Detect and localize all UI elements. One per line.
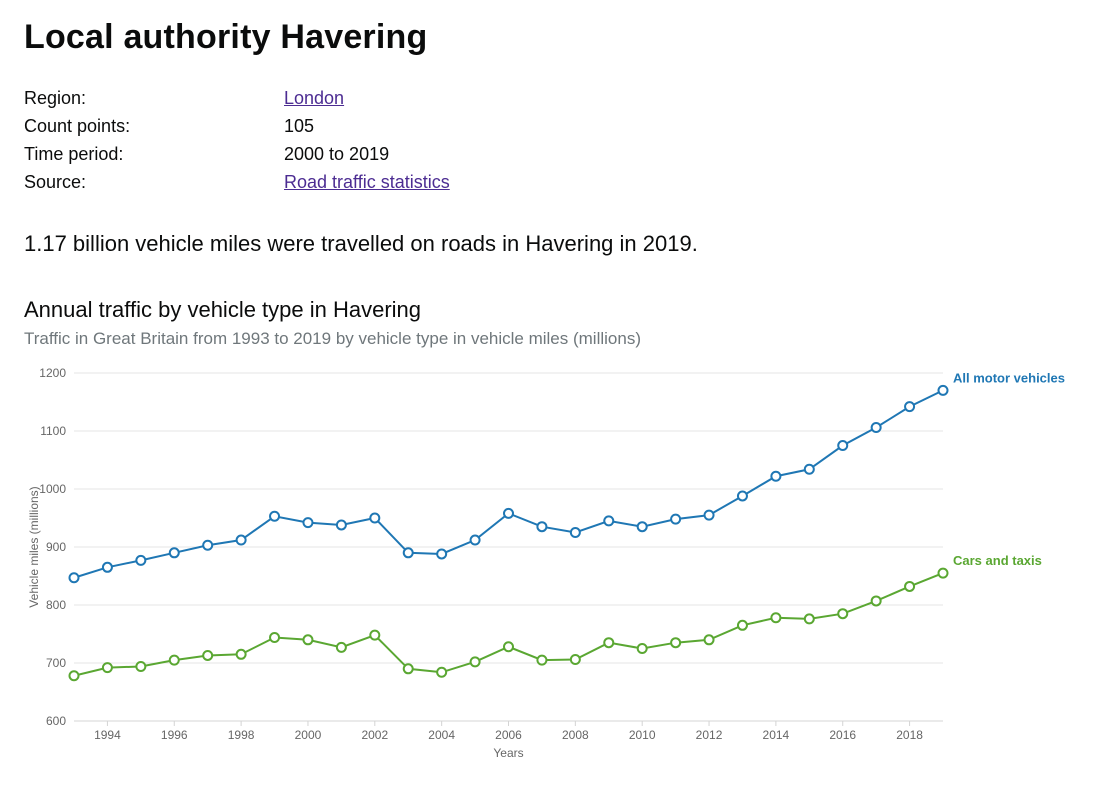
svg-text:2016: 2016 xyxy=(829,728,856,742)
svg-text:2010: 2010 xyxy=(629,728,656,742)
svg-text:2012: 2012 xyxy=(696,728,723,742)
chart-subtitle: Traffic in Great Britain from 1993 to 20… xyxy=(24,329,1073,349)
svg-text:2006: 2006 xyxy=(495,728,522,742)
meta-value-count-points: 105 xyxy=(284,113,314,141)
svg-text:Years: Years xyxy=(493,746,523,760)
source-link[interactable]: Road traffic statistics xyxy=(284,172,450,192)
svg-text:2018: 2018 xyxy=(896,728,923,742)
svg-text:800: 800 xyxy=(46,598,66,612)
meta-label-region: Region: xyxy=(24,85,284,113)
svg-text:All motor vehicles: All motor vehicles xyxy=(953,370,1065,385)
meta-value-time-period: 2000 to 2019 xyxy=(284,141,389,169)
meta-label-source: Source: xyxy=(24,169,284,197)
svg-text:1000: 1000 xyxy=(39,482,66,496)
svg-text:1200: 1200 xyxy=(39,366,66,380)
svg-text:1998: 1998 xyxy=(228,728,255,742)
svg-text:2002: 2002 xyxy=(361,728,388,742)
svg-text:2004: 2004 xyxy=(428,728,455,742)
region-link[interactable]: London xyxy=(284,88,344,108)
svg-text:Cars and taxis: Cars and taxis xyxy=(953,553,1042,568)
meta-label-count-points: Count points: xyxy=(24,113,284,141)
meta-label-time-period: Time period: xyxy=(24,141,284,169)
svg-text:1996: 1996 xyxy=(161,728,188,742)
svg-text:2014: 2014 xyxy=(763,728,790,742)
svg-text:1994: 1994 xyxy=(94,728,121,742)
summary-text: 1.17 billion vehicle miles were travelle… xyxy=(24,231,1073,257)
traffic-chart: 600 700 800 900 1000 1100 1200 1994 1996 1998 2000… xyxy=(24,363,1073,763)
svg-text:700: 700 xyxy=(46,656,66,670)
svg-text:2000: 2000 xyxy=(295,728,322,742)
svg-text:900: 900 xyxy=(46,540,66,554)
svg-text:600: 600 xyxy=(46,714,66,728)
chart-title: Annual traffic by vehicle type in Haveri… xyxy=(24,297,1073,323)
svg-text:Vehicle miles (millions): Vehicle miles (millions) xyxy=(27,486,41,607)
svg-text:1100: 1100 xyxy=(40,424,66,438)
page-title: Local authority Havering xyxy=(24,18,1073,57)
meta-table: Region: London Count points: 105 Time pe… xyxy=(24,85,1073,197)
svg-text:2008: 2008 xyxy=(562,728,589,742)
